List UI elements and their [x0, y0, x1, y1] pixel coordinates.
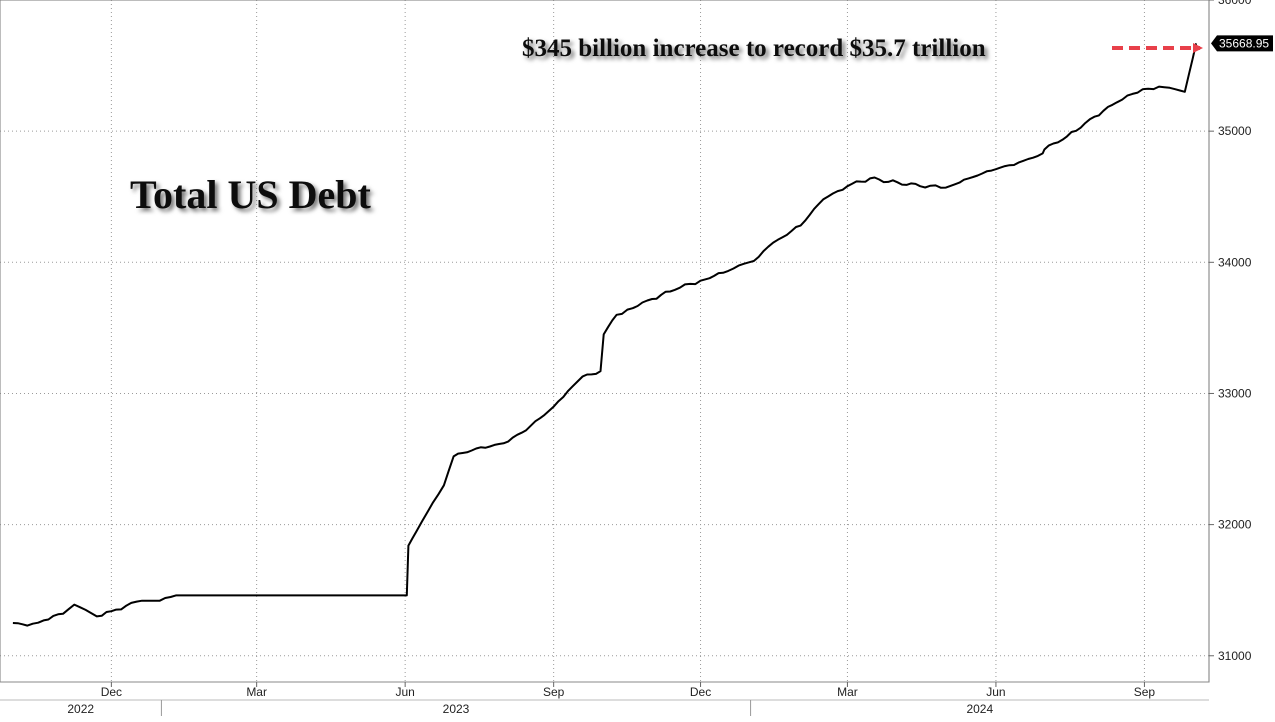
- horizontal-gridlines: [0, 0, 1209, 657]
- last-value-label: 35668.95: [1211, 35, 1273, 52]
- last-value-label-text: 35668.95: [1219, 36, 1269, 50]
- x-tick-label: Mar: [246, 685, 267, 699]
- x-tick-label: Jun: [986, 685, 1005, 699]
- y-tick-label: 34000: [1218, 255, 1252, 269]
- chart-title: Total US Debt: [130, 172, 371, 217]
- x-tick-label: Dec: [101, 685, 122, 699]
- y-axis-ticks: 31000 32000 33000 34000 35000 36000: [1209, 0, 1252, 663]
- x-tick-label: Dec: [690, 685, 711, 699]
- y-tick-label: 33000: [1218, 386, 1252, 400]
- annotation-text: $345 billion increase to record $35.7 tr…: [522, 35, 986, 62]
- series-line-total-debt: [12, 43, 1198, 627]
- x-tick-label: Jun: [395, 685, 414, 699]
- x-tick-label: Sep: [1134, 685, 1156, 699]
- year-label: 2022: [67, 702, 94, 716]
- year-axis: 2022 2023 2024: [67, 700, 993, 716]
- vertical-gridlines: [110, 0, 1145, 682]
- y-tick-label: 36000: [1218, 0, 1252, 7]
- y-tick-label: 31000: [1218, 649, 1252, 663]
- x-tick-label: Mar: [837, 685, 858, 699]
- x-axis-ticks: Dec Mar Jun Sep Dec Mar Jun Sep: [101, 682, 1156, 699]
- last-value-label-background: [1211, 35, 1273, 52]
- year-label: 2023: [443, 702, 470, 716]
- y-tick-label: 32000: [1218, 518, 1252, 532]
- plot-frame: [0, 0, 1210, 683]
- y-tick-label: 35000: [1218, 124, 1252, 138]
- year-label: 2024: [966, 702, 993, 716]
- x-tick-label: Sep: [543, 685, 565, 699]
